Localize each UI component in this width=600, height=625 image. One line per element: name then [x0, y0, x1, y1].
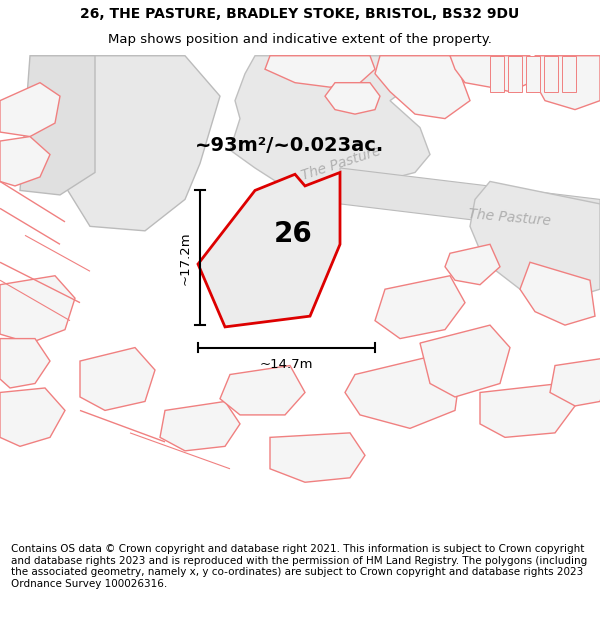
Polygon shape: [480, 384, 575, 438]
Text: ~14.7m: ~14.7m: [260, 358, 313, 371]
Polygon shape: [520, 262, 595, 325]
Polygon shape: [375, 276, 465, 339]
Polygon shape: [450, 56, 530, 92]
Polygon shape: [220, 366, 305, 415]
Polygon shape: [65, 56, 220, 231]
Polygon shape: [445, 244, 500, 285]
Polygon shape: [490, 56, 504, 92]
Text: The Pasture: The Pasture: [468, 207, 552, 228]
Polygon shape: [0, 339, 50, 388]
Polygon shape: [0, 82, 60, 136]
Polygon shape: [265, 56, 375, 87]
Polygon shape: [160, 401, 240, 451]
Polygon shape: [544, 56, 558, 92]
Polygon shape: [325, 82, 380, 114]
Text: Map shows position and indicative extent of the property.: Map shows position and indicative extent…: [108, 34, 492, 46]
Text: The Pasture: The Pasture: [300, 144, 383, 183]
Polygon shape: [0, 388, 65, 446]
Text: Contains OS data © Crown copyright and database right 2021. This information is : Contains OS data © Crown copyright and d…: [11, 544, 587, 589]
Polygon shape: [20, 56, 95, 195]
Polygon shape: [345, 356, 460, 428]
Polygon shape: [0, 276, 75, 343]
Polygon shape: [550, 356, 600, 406]
Polygon shape: [375, 56, 470, 119]
Polygon shape: [270, 433, 365, 482]
Polygon shape: [508, 56, 522, 92]
Polygon shape: [230, 56, 430, 191]
Polygon shape: [340, 168, 600, 236]
Polygon shape: [526, 56, 540, 92]
Polygon shape: [470, 181, 600, 298]
Polygon shape: [420, 325, 510, 397]
Text: 26: 26: [274, 221, 313, 248]
Polygon shape: [0, 136, 50, 186]
Polygon shape: [535, 56, 600, 109]
Text: 26, THE PASTURE, BRADLEY STOKE, BRISTOL, BS32 9DU: 26, THE PASTURE, BRADLEY STOKE, BRISTOL,…: [80, 8, 520, 21]
Polygon shape: [198, 173, 340, 327]
Text: ~17.2m: ~17.2m: [179, 231, 192, 284]
Polygon shape: [562, 56, 576, 92]
Polygon shape: [80, 348, 155, 411]
Text: ~93m²/~0.023ac.: ~93m²/~0.023ac.: [195, 136, 384, 154]
